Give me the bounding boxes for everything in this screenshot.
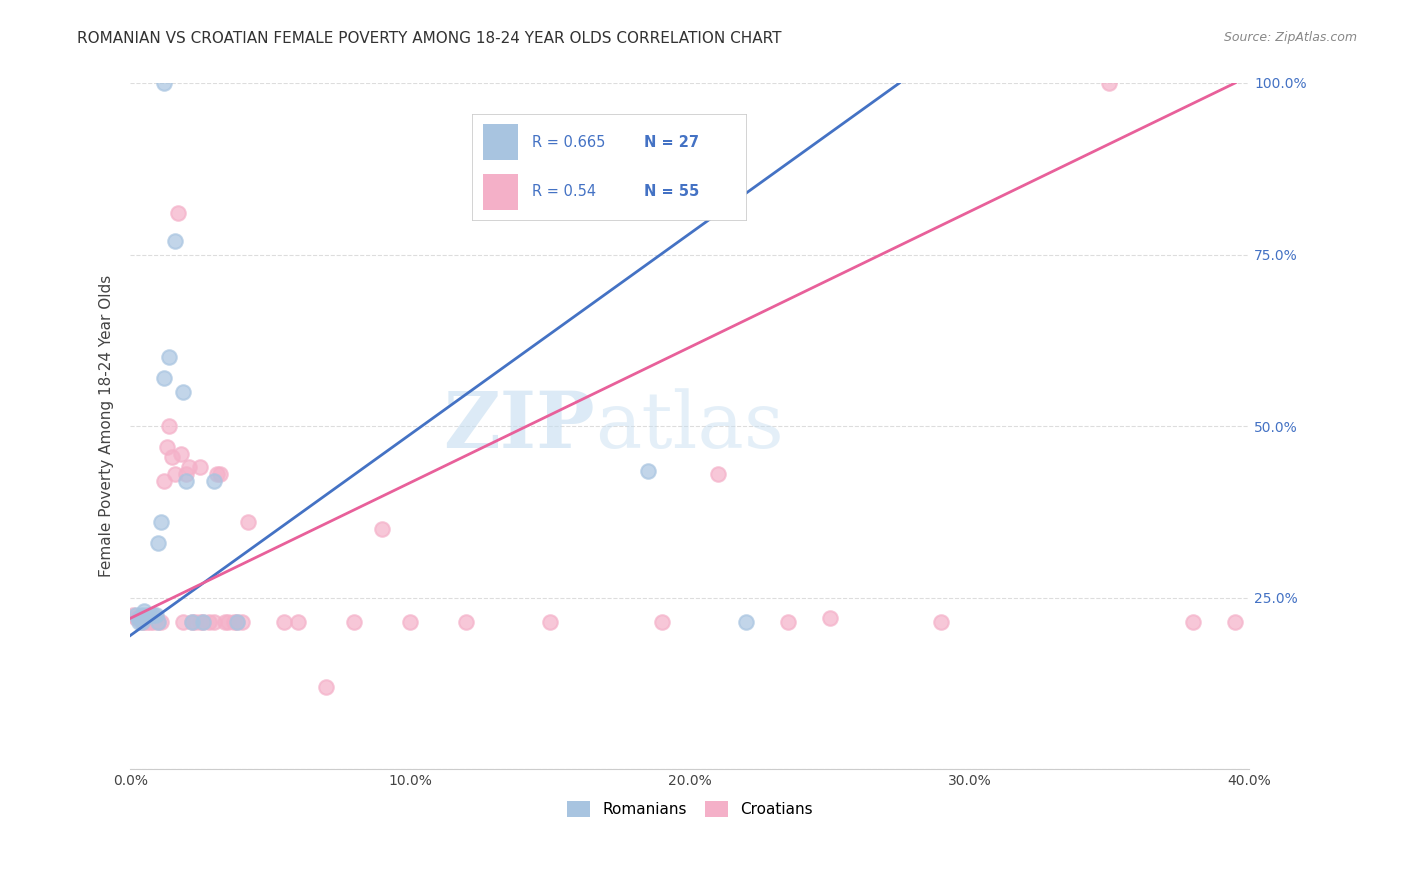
Point	[1182, 615, 1205, 629]
Point	[156, 440, 179, 454]
Point	[125, 607, 148, 622]
Point	[197, 615, 219, 629]
Text: ROMANIAN VS CROATIAN FEMALE POVERTY AMONG 18-24 YEAR OLDS CORRELATION CHART: ROMANIAN VS CROATIAN FEMALE POVERTY AMON…	[77, 31, 782, 46]
Point	[205, 467, 228, 482]
Point	[170, 446, 193, 460]
Point	[236, 515, 259, 529]
Point	[567, 172, 589, 186]
Text: ZIP: ZIP	[443, 388, 595, 464]
Point	[776, 615, 799, 629]
Point	[454, 615, 477, 629]
Point	[188, 615, 211, 629]
Point	[399, 615, 422, 629]
Point	[122, 607, 145, 622]
Point	[273, 615, 295, 629]
Point	[734, 615, 756, 629]
Point	[136, 607, 159, 622]
Point	[128, 611, 150, 625]
Y-axis label: Female Poverty Among 18-24 Year Olds: Female Poverty Among 18-24 Year Olds	[100, 275, 114, 577]
Point	[706, 467, 728, 482]
Point	[148, 615, 170, 629]
Point	[145, 607, 167, 622]
Point	[167, 206, 190, 220]
Point	[637, 464, 659, 478]
Point	[159, 351, 181, 365]
Point	[231, 615, 253, 629]
Point	[150, 515, 173, 529]
Point	[153, 76, 176, 90]
Point	[139, 607, 162, 622]
Point	[148, 615, 170, 629]
Point	[153, 474, 176, 488]
Point	[165, 234, 187, 248]
Legend: Romanians, Croatians: Romanians, Croatians	[561, 796, 818, 823]
Point	[134, 615, 156, 629]
Text: atlas: atlas	[595, 388, 783, 464]
Point	[165, 467, 187, 482]
Point	[142, 615, 165, 629]
Point	[1098, 76, 1121, 90]
Point	[567, 199, 589, 213]
Point	[139, 615, 162, 629]
Point	[131, 615, 153, 629]
Point	[225, 615, 247, 629]
Point	[131, 607, 153, 622]
Point	[145, 611, 167, 625]
Point	[191, 615, 214, 629]
Point	[134, 611, 156, 625]
Point	[131, 611, 153, 625]
Point	[343, 615, 366, 629]
Point	[651, 615, 673, 629]
Point	[191, 615, 214, 629]
Point	[931, 615, 953, 629]
Point	[131, 615, 153, 629]
Point	[208, 467, 231, 482]
Point	[225, 615, 247, 629]
Point	[134, 604, 156, 618]
Point	[150, 615, 173, 629]
Point	[172, 384, 194, 399]
Point	[214, 615, 236, 629]
Point	[172, 615, 194, 629]
Point	[148, 536, 170, 550]
Point	[183, 615, 205, 629]
Point	[136, 615, 159, 629]
Point	[180, 615, 202, 629]
Point	[315, 680, 337, 694]
Point	[287, 615, 309, 629]
Point	[371, 522, 394, 536]
Point	[128, 611, 150, 625]
Point	[180, 615, 202, 629]
Point	[174, 474, 197, 488]
Point	[174, 467, 197, 482]
Point	[818, 611, 841, 625]
Point	[153, 371, 176, 385]
Point	[1223, 615, 1246, 629]
Point	[217, 615, 239, 629]
Point	[162, 450, 184, 464]
Point	[159, 419, 181, 434]
Point	[134, 611, 156, 625]
Point	[202, 615, 225, 629]
Point	[202, 474, 225, 488]
Point	[538, 615, 561, 629]
Point	[222, 615, 245, 629]
Point	[177, 460, 200, 475]
Point	[125, 611, 148, 625]
Point	[142, 607, 165, 622]
Point	[128, 615, 150, 629]
Text: Source: ZipAtlas.com: Source: ZipAtlas.com	[1223, 31, 1357, 45]
Point	[188, 460, 211, 475]
